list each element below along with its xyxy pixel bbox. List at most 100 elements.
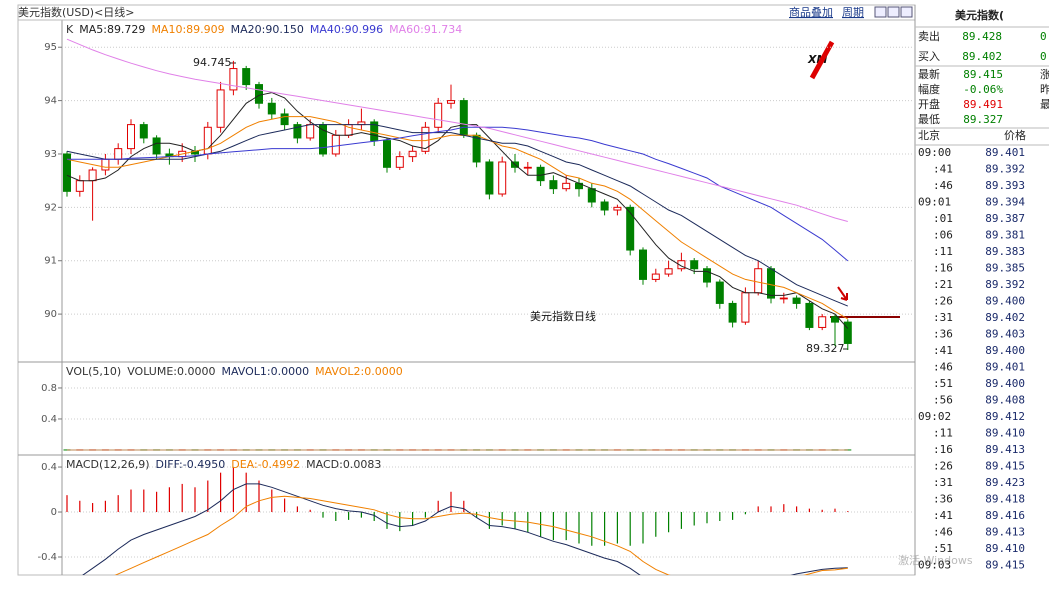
legend-entry: VOLUME:0.0000: [127, 365, 215, 378]
candle-body: [536, 166, 545, 182]
quote-price: 89.402: [962, 50, 1002, 63]
period-link[interactable]: 周期: [842, 6, 864, 19]
tick-price: 89.383: [985, 245, 1025, 258]
candle-body: [498, 161, 507, 195]
candle-body: [434, 102, 443, 128]
legend-entry: MACD:0.0083: [306, 458, 381, 471]
candle-body: [383, 140, 391, 168]
candle-body: [779, 297, 788, 300]
stat-label: 最低: [918, 113, 940, 126]
legend-title: VOL(5,10): [66, 365, 121, 378]
y-tick-label: 93: [44, 149, 57, 160]
tick-time: :46: [933, 179, 953, 192]
candle-body: [818, 316, 827, 328]
y-tick-label: 90: [44, 309, 57, 320]
legend-entry: MA40:90.996: [310, 23, 383, 36]
tick-time: :46: [933, 361, 953, 374]
candle-body: [370, 121, 379, 142]
legend-entry: DIFF:-0.4950: [156, 458, 226, 471]
tick-time: :26: [933, 295, 953, 308]
candle-body: [447, 100, 455, 104]
stat-label: 幅度: [918, 82, 940, 96]
candle-body: [843, 321, 852, 344]
tick-price: 89.392: [985, 278, 1025, 291]
series-line: [66, 116, 849, 320]
tick-price: 89.413: [985, 443, 1025, 456]
quote-price: 89.428: [962, 30, 1002, 43]
plot-area: [63, 449, 852, 451]
candle-body: [229, 68, 238, 91]
candle-body: [728, 302, 737, 323]
tick-time: :16: [933, 443, 953, 456]
legend-entry: MA10:89.909: [151, 23, 224, 36]
tick-price: 89.410: [985, 427, 1025, 440]
candle-body: [626, 206, 635, 251]
candle-body: [715, 281, 724, 304]
candle-body: [767, 268, 775, 299]
quote-title: 美元指数(: [955, 8, 1004, 22]
tick-time: :21: [933, 278, 953, 291]
candle-body: [88, 169, 97, 182]
overlay-title: 美元指数日线: [530, 309, 596, 323]
toolbar-button[interactable]: [900, 6, 913, 18]
stat-value: 89.415: [963, 68, 1003, 81]
candle-body: [651, 273, 660, 280]
candle-body: [139, 124, 148, 139]
tick-price: 89.401: [985, 361, 1025, 374]
tick-price: 89.410: [985, 542, 1025, 555]
tick-price: 89.415: [985, 559, 1025, 572]
legend-entry: MA5:89.729: [79, 23, 145, 36]
tick-time: :36: [933, 493, 953, 506]
tick-price: 89.402: [985, 311, 1025, 324]
series-line: [82, 483, 848, 575]
candle-body: [549, 180, 558, 190]
tick-time: :26: [933, 460, 953, 473]
tick-price: 89.400: [985, 344, 1025, 357]
y-tick-label: 0.4: [41, 462, 57, 473]
candle-body: [741, 292, 750, 323]
quote-panel: 美元指数( 北京 价格 卖出 89.428 0 买入 89.402 0 最新 89.415 涨幅…: [915, 8, 1049, 572]
tick-price: 89.412: [985, 410, 1025, 423]
tick-price: 89.403: [985, 328, 1025, 341]
candle-body: [408, 150, 417, 158]
series-line: [66, 124, 848, 307]
tick-price: 89.393: [985, 179, 1025, 192]
tick-time: :06: [933, 229, 953, 242]
candle-body: [421, 126, 430, 152]
chart-frame: [17, 4, 916, 576]
candle-body: [267, 102, 276, 115]
candle-body: [203, 126, 212, 155]
candle-body: [101, 158, 110, 171]
candle-body: [523, 166, 532, 169]
candle-body: [293, 124, 302, 139]
candle-body: [127, 124, 135, 150]
legend-entry: MA60:91.734: [389, 23, 462, 36]
toolbar-button[interactable]: [874, 6, 887, 18]
tick-time: :11: [933, 427, 953, 440]
tick-price: 89.415: [985, 460, 1025, 473]
candle-body: [114, 148, 123, 160]
tick-time: :41: [933, 509, 953, 522]
tick-time: :41: [933, 344, 953, 357]
candle-body: [306, 124, 315, 139]
tick-time: :36: [933, 328, 953, 341]
tick-time: 09:02: [918, 410, 951, 423]
logo-slash: [809, 40, 835, 80]
y-tick-label: 91: [44, 256, 57, 267]
chart-header-title: 美元指数(USD)<日线>: [18, 5, 135, 19]
candle-body: [216, 89, 225, 128]
stat-value: 89.491: [963, 98, 1003, 111]
stat-value: -0.06%: [963, 83, 1003, 96]
stat-label: 最新: [918, 67, 940, 81]
candle-body: [664, 268, 673, 275]
overlay-link[interactable]: 商品叠加: [789, 5, 833, 19]
candle-body: [613, 206, 622, 211]
candle-body: [255, 84, 263, 104]
candle-body: [805, 302, 814, 328]
toolbar-button[interactable]: [887, 6, 900, 18]
y-tick-label: 92: [44, 202, 57, 213]
candle-body: [75, 180, 84, 192]
candle-body: [485, 161, 494, 195]
y-tick-label: -0.4: [37, 552, 57, 563]
